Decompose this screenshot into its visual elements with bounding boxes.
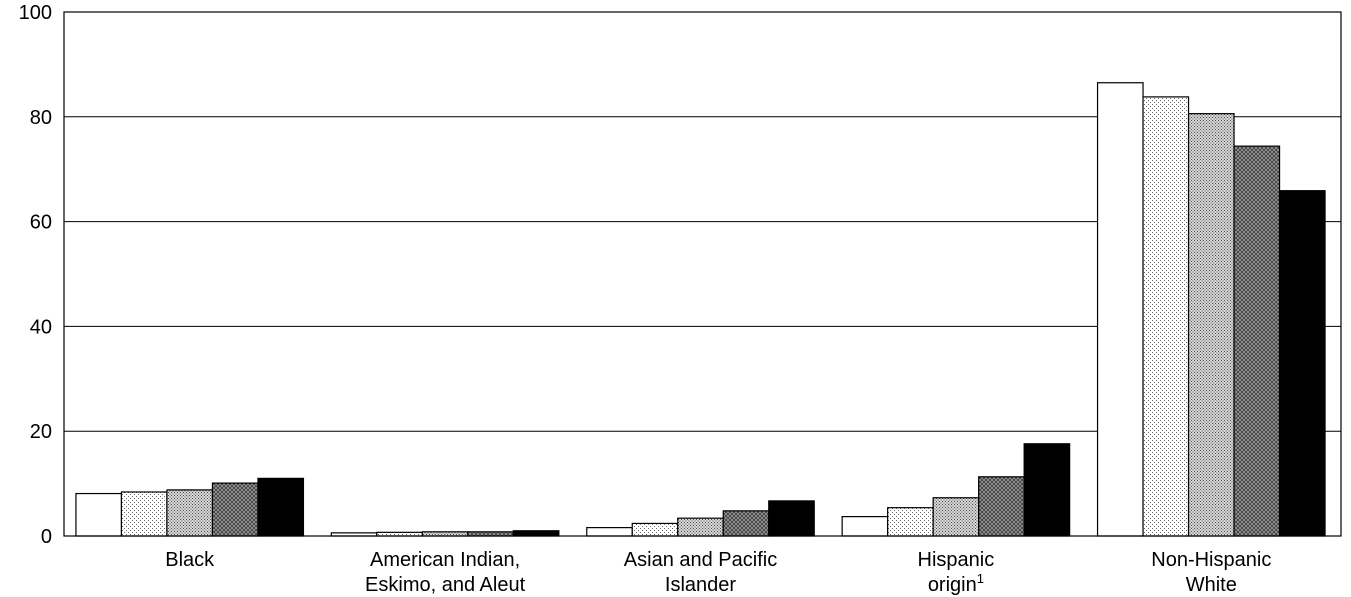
category-label: Eskimo, and Aleut: [365, 574, 526, 596]
bar: [75, 492, 123, 537]
plot-frame: [63, 11, 1342, 537]
category-label: Black: [165, 549, 215, 571]
bar: [166, 489, 214, 537]
bar: [1187, 113, 1235, 537]
y-tick-label: 20: [30, 421, 52, 443]
bar: [978, 476, 1025, 537]
bar: [1096, 82, 1144, 537]
bar: [1142, 96, 1190, 537]
category-label: Asian and Pacific: [624, 549, 777, 571]
category-label: American Indian,: [370, 549, 520, 571]
bar: [467, 531, 514, 537]
category-label: origin1: [928, 571, 984, 596]
bar: [257, 477, 305, 537]
y-tick-label: 80: [30, 107, 52, 129]
bar: [722, 510, 770, 537]
bar: [1233, 145, 1281, 537]
x-axis-category-labels: Black American Indian, Eskimo, and Aleut As…: [165, 549, 1271, 596]
y-tick-label: 100: [19, 2, 52, 24]
bars: [75, 82, 1326, 537]
bar: [211, 482, 259, 537]
bar: [631, 522, 679, 537]
category-label: White: [1186, 574, 1237, 596]
y-tick-label: 40: [30, 316, 52, 338]
bar: [586, 527, 633, 537]
bar: [512, 530, 560, 537]
y-axis-tick-labels: 0 20 40 60 80 100: [19, 2, 52, 548]
bar: [932, 497, 980, 537]
category-label: Non-Hispanic: [1151, 549, 1271, 571]
bar: [841, 516, 889, 537]
y-tick-label: 0: [41, 526, 52, 548]
bar: [1278, 190, 1326, 537]
bar: [120, 491, 168, 537]
bar: [887, 507, 934, 537]
bar: [1023, 443, 1071, 537]
footnote-mark: 1: [977, 571, 984, 586]
y-tick-label: 60: [30, 212, 52, 234]
bar: [768, 500, 815, 537]
category-label: Hispanic: [918, 549, 995, 571]
category-label: Islander: [665, 574, 736, 596]
bar: [677, 517, 724, 537]
bar: [421, 531, 469, 537]
